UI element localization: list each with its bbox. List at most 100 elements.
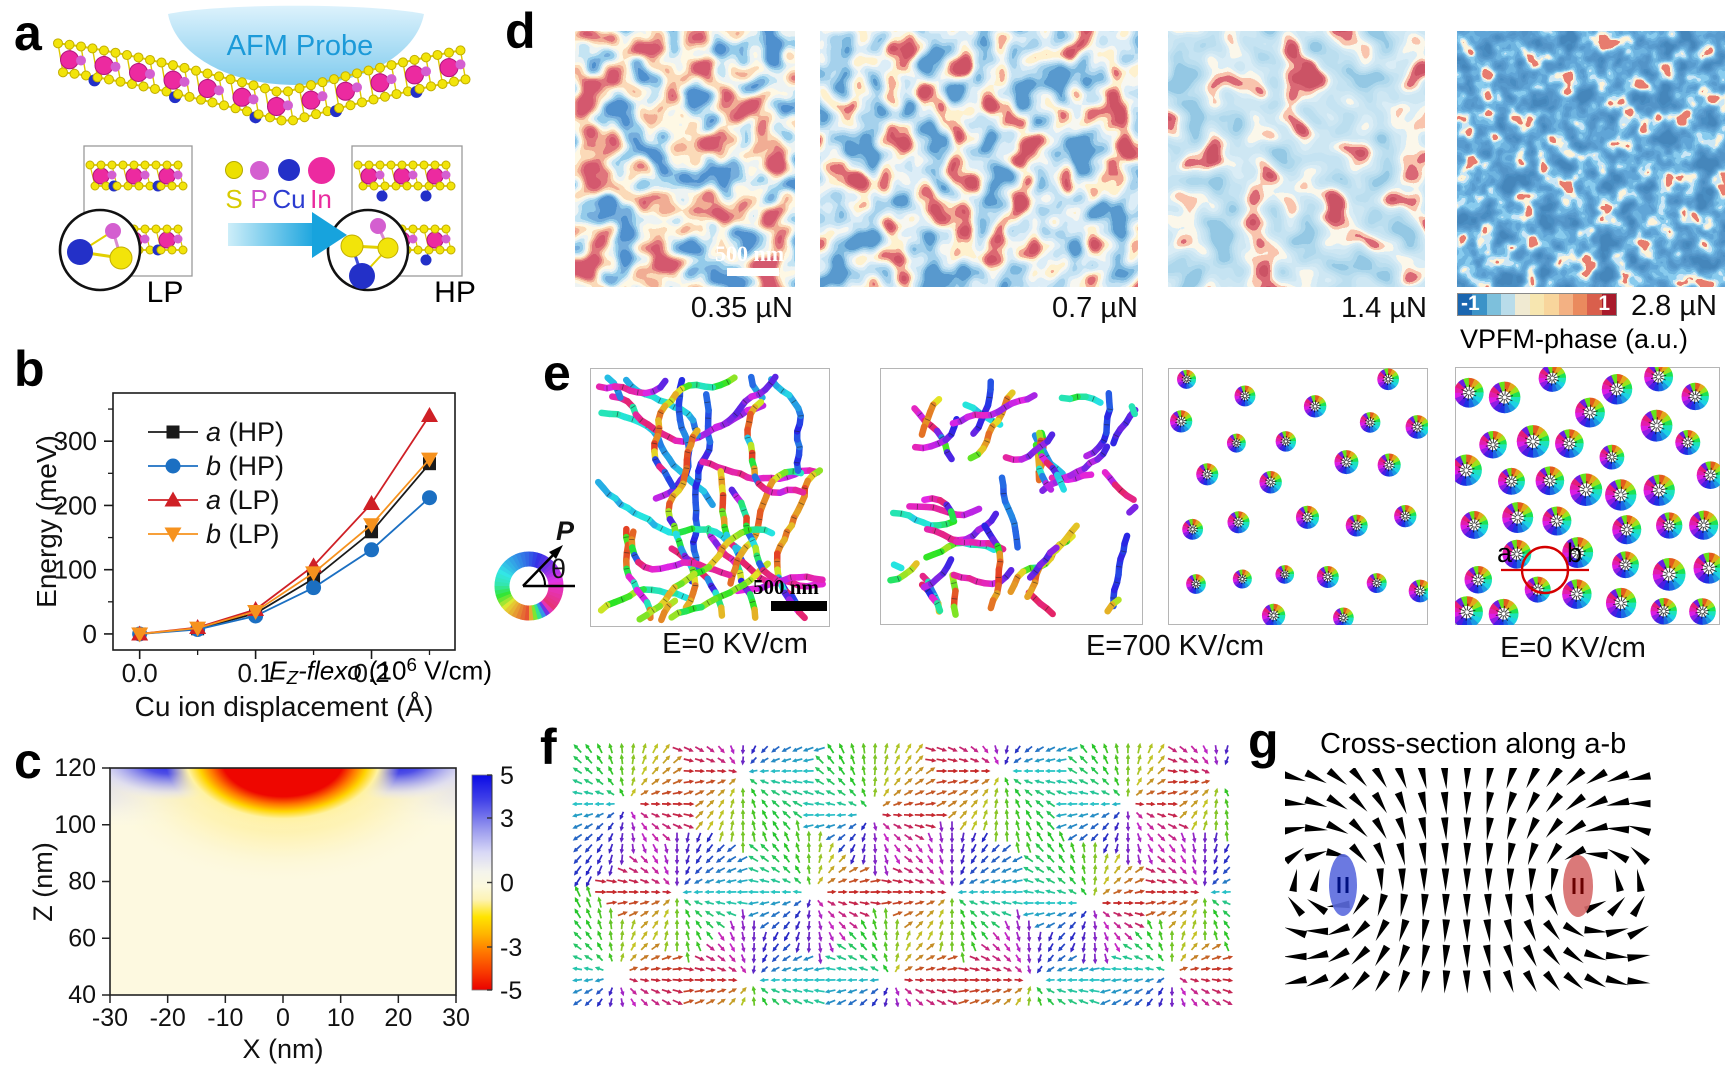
polarization-arrow <box>522 545 575 588</box>
panel-g-title: Cross-section along a-b <box>1320 728 1627 760</box>
svg-text:Cu ion displacement (Å): Cu ion displacement (Å) <box>135 691 434 722</box>
sulfur-label: S <box>225 184 243 214</box>
d-scalebar-label: 500 nm <box>715 241 784 266</box>
panel-g-label: g <box>1248 713 1279 769</box>
svg-text:40: 40 <box>68 981 96 1009</box>
svg-text:X (nm): X (nm) <box>243 1034 324 1064</box>
vpfm-colorbar-cell <box>1587 294 1602 315</box>
svg-text:-20: -20 <box>150 1004 186 1032</box>
svg-text:-3: -3 <box>500 934 522 962</box>
svg-text:10: 10 <box>327 1004 355 1032</box>
copper-label: Cu <box>272 184 306 214</box>
vpfm-colorbar-cell <box>1501 294 1516 315</box>
c-title-sub: Z <box>286 667 299 689</box>
panel-b-label: b <box>14 341 45 397</box>
e-caption-1: E=0 KV/cm <box>662 628 808 660</box>
simulation-stripes-initial: 500 nm <box>590 368 830 627</box>
svg-text:0.0: 0.0 <box>122 658 158 688</box>
vpfm-colorbar: -1 1 <box>1457 292 1617 316</box>
c-title-exp: 6 <box>406 654 417 675</box>
vpfm-image-1p4uN <box>1168 31 1425 287</box>
c-title-var: E <box>269 655 287 686</box>
d-caption-3: 1.4 µN <box>1340 292 1427 324</box>
panel-f-label: f <box>540 719 557 775</box>
indium-atom-icon <box>307 156 335 184</box>
vpfm-colorbar-cell <box>1472 294 1487 315</box>
e-caption-2: E=700 KV/cm <box>1085 630 1265 662</box>
svg-text:100: 100 <box>54 555 97 585</box>
d-caption-4: 2.8 µN <box>1630 290 1717 322</box>
atom-legend-dots <box>222 154 336 186</box>
svg-text:20: 20 <box>384 1004 412 1032</box>
d-scalebar <box>727 268 779 276</box>
vpfm-colorbar-cell <box>1515 294 1530 315</box>
vpfm-colorbar-title: VPFM-phase (a.u.) <box>1459 324 1689 354</box>
svg-text:Z (nm): Z (nm) <box>28 842 58 921</box>
copper-atom-icon <box>278 159 300 181</box>
svg-text:0.2: 0.2 <box>353 658 389 688</box>
svg-text:30: 30 <box>442 1004 470 1032</box>
cross-section-quiver <box>1285 768 1652 994</box>
svg-text:60: 60 <box>68 924 96 952</box>
vpfm-colorbar-cell <box>1529 294 1545 315</box>
atom-legend-labels: S P Cu In <box>222 184 336 215</box>
vpfm-colorbar-cell <box>1601 294 1616 315</box>
c-title-unit-open: (10 <box>361 655 407 686</box>
svg-text:b (HP): b (HP) <box>206 451 284 481</box>
theta-label: θ <box>551 554 567 584</box>
svg-text:0: 0 <box>500 870 514 898</box>
svg-text:-10: -10 <box>207 1004 243 1032</box>
svg-text:200: 200 <box>54 490 97 520</box>
vpfm-colorbar-cell <box>1486 294 1502 315</box>
svg-text:Energy (meV): Energy (meV) <box>31 435 62 608</box>
svg-text:-30: -30 <box>92 1004 128 1032</box>
vpfm-image-0p7uN <box>820 31 1138 287</box>
svg-text:100: 100 <box>54 811 96 839</box>
hp-label: HP <box>434 276 476 309</box>
lp-label: LP <box>146 276 184 309</box>
e-caption-3: E=0 KV/cm <box>1500 632 1646 664</box>
p-vector-label: P <box>556 516 575 546</box>
svg-text:0.1: 0.1 <box>238 658 274 688</box>
vpfm-image-2p8uN <box>1457 31 1725 287</box>
simulation-bubbles-sparse <box>1168 368 1428 625</box>
marker-a: a <box>1497 538 1513 568</box>
simulation-stripes-field <box>880 368 1143 625</box>
c-title-unit-close: V/cm) <box>416 655 492 686</box>
vpfm-colorbar-min: -1 <box>1461 292 1480 315</box>
phosphorus-atom-icon <box>249 160 269 180</box>
svg-text:500 nm: 500 nm <box>753 575 819 599</box>
d-caption-1: 0.35 µN <box>690 292 793 324</box>
panel-a-label: a <box>14 5 42 61</box>
vpfm-colorbar-cell <box>1544 294 1559 315</box>
phosphorus-label: P <box>250 184 268 214</box>
d-caption-2: 0.7 µN <box>1051 292 1138 324</box>
afm-probe-label: AFM Probe <box>226 30 374 62</box>
svg-text:3: 3 <box>500 805 514 833</box>
c-title-mid: -flexo <box>298 655 362 686</box>
svg-text:0: 0 <box>83 619 97 649</box>
vpfm-image-0p35uN: 500 nm <box>575 31 795 287</box>
vpfm-colorbar-max: 1 <box>1598 292 1610 315</box>
panel-d-label: d <box>505 3 536 59</box>
svg-text:0: 0 <box>276 1004 290 1032</box>
lp-to-hp-arrow <box>228 212 348 258</box>
atomic-structure-art <box>53 5 471 292</box>
vpfm-colorbar-cell <box>1558 294 1573 315</box>
simulation-bubbles-dense <box>1455 367 1720 625</box>
vpfm-colorbar-cell <box>1458 294 1473 315</box>
polar-texture-quiver <box>572 743 1234 1007</box>
vpfm-colorbar-cell <box>1572 294 1588 315</box>
svg-text:a (HP): a (HP) <box>206 417 284 447</box>
svg-text:300: 300 <box>54 426 97 456</box>
panel-c-label: c <box>14 733 42 789</box>
svg-text:80: 80 <box>68 868 96 896</box>
svg-text:120: 120 <box>54 754 96 782</box>
svg-text:5: 5 <box>500 762 514 790</box>
indium-label: In <box>310 184 332 214</box>
panel-e-label: e <box>543 345 571 401</box>
sulfur-atom-icon <box>225 161 243 179</box>
